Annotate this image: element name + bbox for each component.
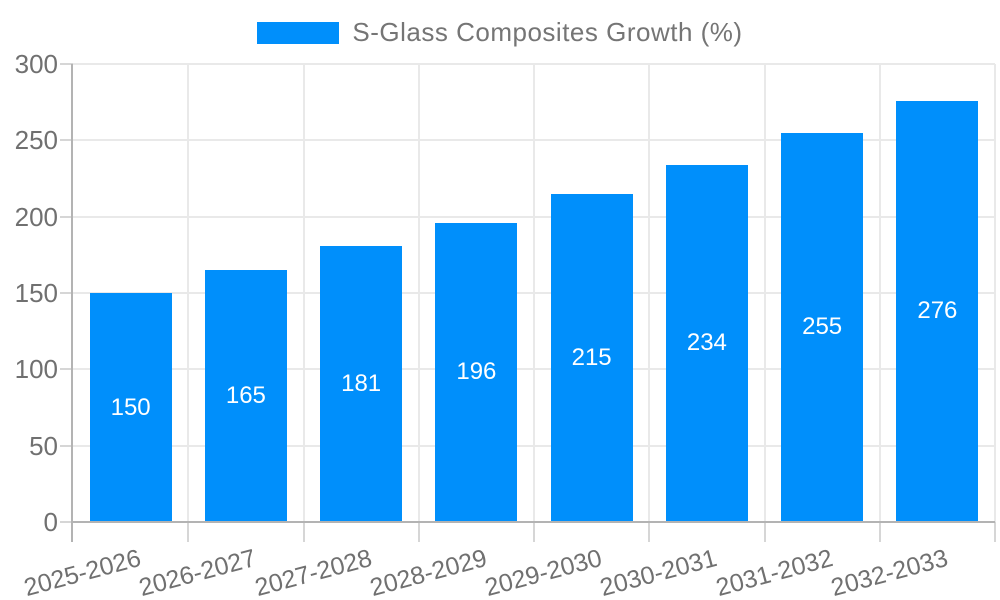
x-tick — [878, 522, 881, 542]
y-tick — [60, 63, 73, 65]
bar-value-label: 234 — [686, 329, 727, 357]
x-axis-label: 2025-2026 — [21, 544, 144, 600]
x-tick — [187, 522, 190, 542]
y-tick — [60, 139, 73, 142]
x-gridline — [763, 64, 766, 522]
x-axis-label: 2030-2031 — [597, 544, 721, 600]
bar: 181 — [320, 245, 403, 522]
x-axis-label: 2032-2033 — [827, 544, 951, 600]
bar: 150 — [89, 293, 172, 522]
bar: 234 — [665, 164, 748, 522]
y-axis-label: 50 — [29, 430, 58, 461]
x-axis-label: 2027-2028 — [251, 544, 375, 600]
bar: 196 — [435, 222, 518, 522]
x-tick — [648, 522, 651, 542]
bar: 215 — [550, 193, 633, 522]
x-gridline — [878, 64, 881, 522]
y-axis-label: 250 — [14, 125, 58, 156]
y-axis-line — [71, 64, 73, 542]
bar-value-label: 150 — [110, 393, 151, 421]
x-tick — [994, 522, 996, 542]
x-axis-label: 2029-2030 — [482, 544, 605, 600]
y-axis-label: 150 — [14, 278, 58, 308]
x-gridline — [648, 64, 651, 522]
bar-value-label: 181 — [341, 369, 382, 397]
bar-value-label: 276 — [917, 297, 958, 325]
x-gridline — [417, 64, 420, 522]
x-axis-line — [73, 521, 995, 523]
bar-value-label: 215 — [571, 343, 612, 371]
x-tick — [417, 522, 420, 542]
x-axis-label: 2028-2029 — [366, 544, 490, 600]
x-tick — [302, 522, 305, 542]
y-tick — [60, 215, 73, 218]
bar-value-label: 196 — [456, 358, 497, 386]
x-gridline — [187, 64, 190, 522]
x-tick — [533, 522, 535, 542]
y-axis-label: 100 — [14, 354, 58, 385]
legend-item[interactable]: S-Glass Composites Growth (%) — [0, 17, 1000, 48]
x-tick — [763, 522, 766, 542]
x-gridline — [302, 64, 305, 522]
y-tick — [60, 292, 73, 294]
bar: 255 — [781, 132, 864, 522]
y-tick — [60, 368, 73, 371]
bar-value-label: 165 — [225, 382, 266, 410]
bar: 276 — [896, 100, 979, 522]
bar-value-label: 255 — [802, 313, 843, 341]
x-axis-label: 2026-2027 — [136, 544, 260, 600]
x-gridline — [533, 64, 535, 522]
legend-label: S-Glass Composites Growth (%) — [352, 17, 743, 47]
y-axis-label: 0 — [43, 507, 58, 537]
bar: 165 — [204, 270, 287, 522]
y-axis-label: 300 — [14, 49, 58, 79]
y-axis-label: 200 — [14, 201, 58, 232]
y-tick — [60, 521, 73, 523]
legend-swatch — [257, 21, 340, 44]
x-gridline — [994, 64, 996, 522]
y-tick — [60, 444, 73, 447]
x-axis-label: 2031-2032 — [712, 544, 836, 600]
